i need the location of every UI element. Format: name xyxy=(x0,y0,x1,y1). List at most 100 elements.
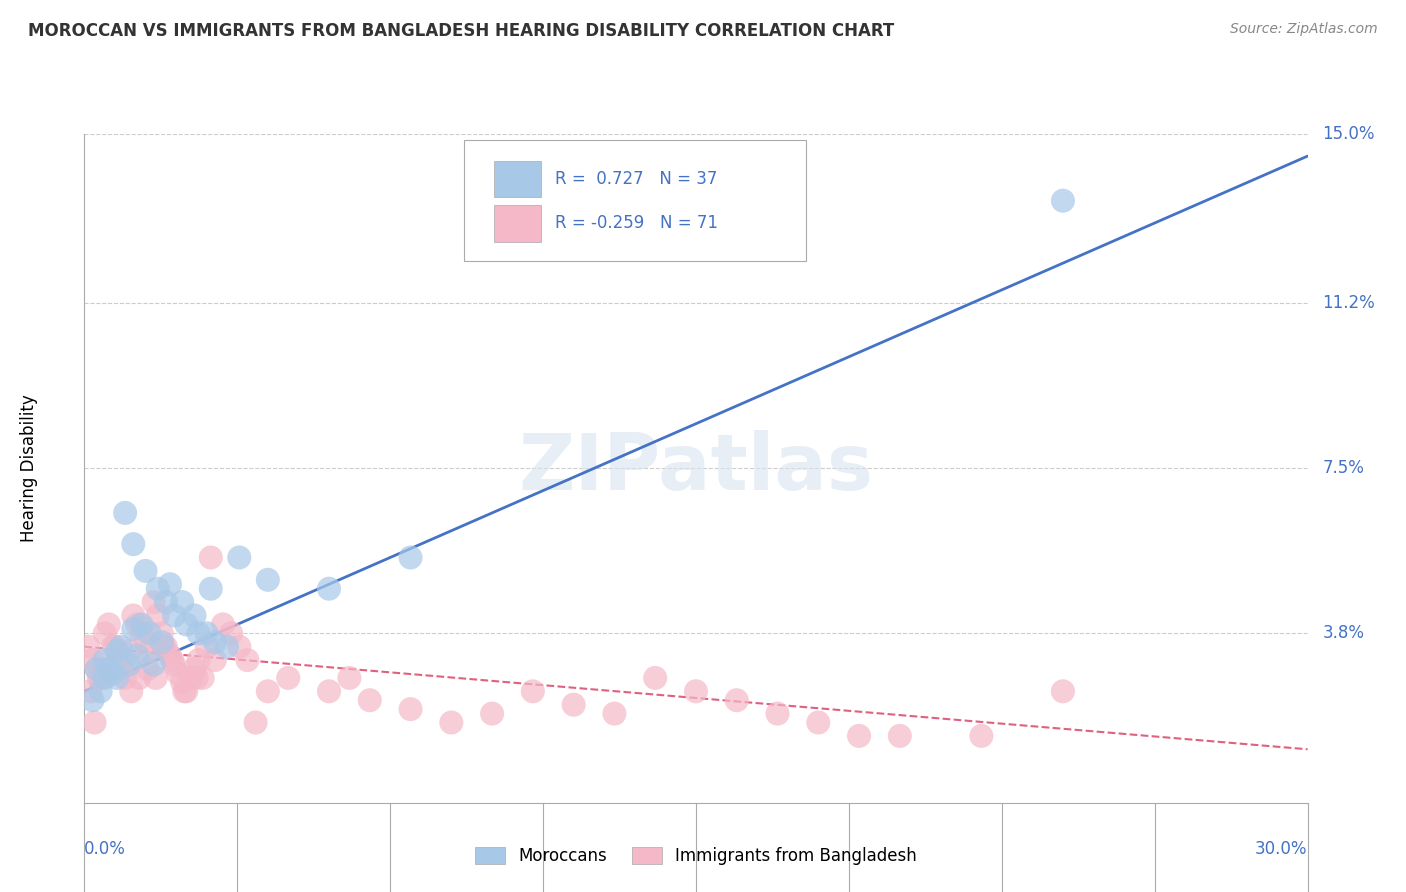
Point xyxy=(186,671,208,685)
Point xyxy=(318,684,340,698)
Point xyxy=(150,626,173,640)
Point xyxy=(101,640,124,654)
Point xyxy=(96,662,118,676)
Point xyxy=(172,595,194,609)
Point xyxy=(179,671,201,685)
Point xyxy=(122,608,145,623)
Point xyxy=(219,626,242,640)
Point xyxy=(87,671,110,685)
Point xyxy=(86,662,108,676)
Text: R = -0.259   N = 71: R = -0.259 N = 71 xyxy=(555,214,718,233)
Point xyxy=(146,608,169,623)
Point xyxy=(83,715,105,730)
Point xyxy=(848,729,870,743)
Point xyxy=(173,684,195,698)
Point xyxy=(318,582,340,596)
Point xyxy=(155,640,177,654)
Point xyxy=(135,635,157,649)
Point xyxy=(1052,194,1074,208)
Point xyxy=(603,706,626,721)
Point xyxy=(200,582,222,596)
Point xyxy=(138,644,160,658)
Point xyxy=(187,653,209,667)
Point xyxy=(212,617,235,632)
Point xyxy=(228,550,250,565)
Point xyxy=(200,550,222,565)
Point xyxy=(120,684,142,698)
Point xyxy=(118,644,141,658)
Point xyxy=(159,577,181,591)
Point xyxy=(138,626,160,640)
Text: 11.2%: 11.2% xyxy=(1322,294,1375,312)
Point xyxy=(110,662,132,676)
Point xyxy=(163,608,186,623)
Point xyxy=(481,706,503,721)
Point xyxy=(135,564,157,578)
Point xyxy=(93,653,115,667)
Point xyxy=(82,653,104,667)
Point xyxy=(204,653,226,667)
Point xyxy=(112,653,135,667)
Point xyxy=(142,657,165,672)
Point xyxy=(93,626,115,640)
Point xyxy=(145,671,167,685)
Point xyxy=(174,684,197,698)
Point xyxy=(128,671,150,685)
Text: Source: ZipAtlas.com: Source: ZipAtlas.com xyxy=(1230,22,1378,37)
Point xyxy=(399,702,422,716)
Point xyxy=(101,666,124,681)
Point xyxy=(174,617,197,632)
Text: 3.8%: 3.8% xyxy=(1322,624,1364,642)
Point xyxy=(183,662,205,676)
Point xyxy=(766,706,789,721)
Point xyxy=(399,550,422,565)
Point xyxy=(440,715,463,730)
Point xyxy=(807,715,830,730)
Point xyxy=(685,684,707,698)
Text: 0.0%: 0.0% xyxy=(84,839,127,857)
Point xyxy=(236,653,259,667)
FancyBboxPatch shape xyxy=(494,161,541,197)
Point xyxy=(105,671,128,685)
Point xyxy=(146,582,169,596)
Point xyxy=(110,640,132,654)
Text: MOROCCAN VS IMMIGRANTS FROM BANGLADESH HEARING DISABILITY CORRELATION CHART: MOROCCAN VS IMMIGRANTS FROM BANGLADESH H… xyxy=(28,22,894,40)
Point xyxy=(79,684,101,698)
Point xyxy=(187,626,209,640)
Point xyxy=(191,671,214,685)
Point xyxy=(204,635,226,649)
Point xyxy=(142,595,165,609)
Text: 15.0%: 15.0% xyxy=(1322,125,1375,143)
Point xyxy=(228,640,250,654)
Point xyxy=(339,671,360,685)
Point xyxy=(970,729,993,743)
Point xyxy=(159,648,181,663)
Point xyxy=(160,653,183,667)
Point xyxy=(105,644,128,658)
Point xyxy=(82,693,104,707)
Point xyxy=(136,662,159,676)
Point xyxy=(97,662,120,676)
Point xyxy=(104,640,127,654)
Point xyxy=(127,648,149,663)
Text: 7.5%: 7.5% xyxy=(1322,459,1364,477)
Point xyxy=(118,657,141,672)
Point xyxy=(90,684,112,698)
Point xyxy=(90,671,112,685)
Point xyxy=(86,662,108,676)
Text: 30.0%: 30.0% xyxy=(1256,839,1308,857)
Text: ZIPatlas: ZIPatlas xyxy=(519,430,873,507)
Text: Hearing Disability: Hearing Disability xyxy=(20,394,38,542)
Point xyxy=(114,506,136,520)
Point xyxy=(562,698,585,712)
Point xyxy=(257,684,280,698)
Point xyxy=(195,640,218,654)
Point xyxy=(644,671,666,685)
Point xyxy=(93,671,115,685)
Point xyxy=(155,595,177,609)
Point xyxy=(131,626,153,640)
Point xyxy=(889,729,911,743)
Point xyxy=(97,617,120,632)
Point xyxy=(150,635,173,649)
Point xyxy=(114,671,136,685)
